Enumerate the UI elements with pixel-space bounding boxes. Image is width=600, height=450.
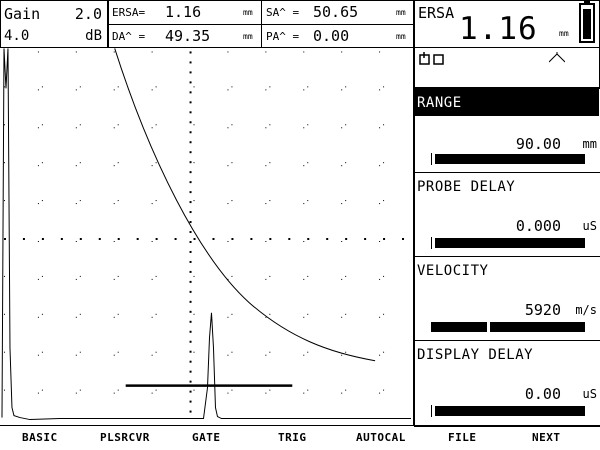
range-unit: mm — [582, 137, 597, 151]
probe-delay-slider[interactable] — [435, 238, 585, 248]
probe-delay-title: PROBE DELAY — [417, 179, 516, 195]
menu-gate[interactable]: GATE — [192, 431, 221, 444]
velocity-unit: m/s — [575, 303, 597, 317]
display-delay-slider[interactable] — [435, 406, 585, 416]
velocity-slider-right[interactable] — [490, 322, 585, 332]
big-readout-unit: mm — [559, 29, 569, 38]
grid — [3, 51, 405, 413]
range-title: RANGE — [417, 95, 462, 111]
pa-readout-unit: mm — [396, 32, 406, 41]
menu-basic[interactable]: BASIC — [22, 431, 58, 444]
ascan-plot[interactable] — [0, 48, 414, 425]
big-readout: ERSA 1.16 mm — [414, 0, 600, 48]
measurement-readouts: ERSA= 1.16 mm DA^ = 49.35 mm SA^ = 50.65… — [108, 0, 414, 48]
ersa-readout-label: ERSA= — [112, 6, 146, 19]
menu-next[interactable]: NEXT — [532, 431, 561, 444]
big-readout-label: ERSA — [418, 4, 455, 22]
sa-readout-value: 50.65 — [313, 3, 359, 21]
peak-icon — [549, 52, 565, 63]
menu-autocal[interactable]: AUTOCAL — [356, 431, 406, 444]
gain-step: 4.0 — [4, 28, 30, 44]
da-readout-unit: mm — [243, 32, 253, 41]
gain-unit: dB — [85, 28, 102, 44]
probe-delay-value: 0.000 — [515, 217, 561, 235]
ersa-readout-value: 1.16 — [165, 3, 202, 21]
display-delay-value: 0.00 — [524, 385, 561, 403]
pa-readout-value: 0.00 — [313, 27, 350, 45]
velocity-title: VELOCITY — [417, 263, 489, 279]
menu-file[interactable]: FILE — [448, 431, 477, 444]
display-delay-panel[interactable]: DISPLAY DELAY 0.00 uS — [414, 340, 600, 427]
velocity-value: 5920 — [524, 301, 561, 319]
gain-label: Gain — [4, 5, 41, 23]
big-readout-value: 1.16 — [459, 11, 538, 47]
ascan-signal — [1, 48, 412, 421]
gain-box[interactable]: Gain 2.0 4.0 dB — [0, 0, 108, 48]
velocity-slider-left[interactable] — [431, 322, 487, 332]
status-bar — [414, 48, 600, 88]
probe-delay-panel[interactable]: PROBE DELAY 0.000 uS — [414, 172, 600, 258]
menu-bar — [0, 425, 600, 450]
display-delay-title: DISPLAY DELAY — [417, 347, 534, 363]
menu-plsrcvr[interactable]: PLSRCVR — [100, 431, 150, 444]
da-readout-value: 49.35 — [165, 27, 211, 45]
da-readout-label: DA^ = — [112, 30, 146, 43]
gain-value: 2.0 — [74, 5, 102, 23]
sa-readout-label: SA^ = — [266, 6, 300, 19]
sa-readout-unit: mm — [396, 8, 406, 17]
range-slider[interactable] — [435, 154, 585, 164]
dac-curve — [114, 48, 376, 362]
range-value: 90.00 — [515, 135, 561, 153]
range-panel[interactable]: RANGE 90.00 mm — [414, 88, 600, 174]
pa-readout-label: PA^ = — [266, 30, 300, 43]
battery-icon — [579, 0, 595, 43]
freeze-icon — [419, 52, 444, 65]
velocity-panel[interactable]: VELOCITY 5920 m/s — [414, 256, 600, 342]
menu-trig[interactable]: TRIG — [278, 431, 307, 444]
ersa-readout-unit: mm — [243, 8, 253, 17]
probe-delay-unit: uS — [582, 219, 597, 233]
display-delay-unit: uS — [582, 387, 597, 401]
